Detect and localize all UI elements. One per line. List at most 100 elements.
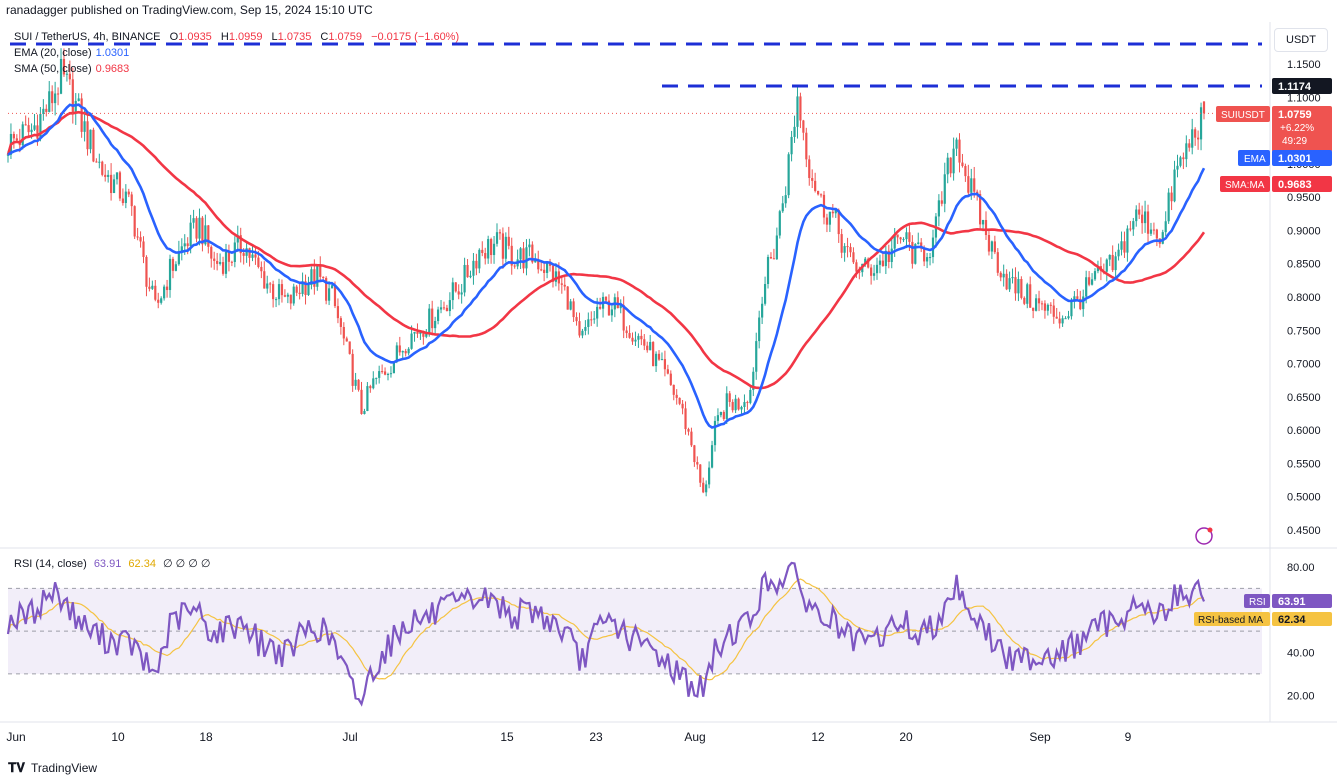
- candle-body: [1188, 143, 1191, 148]
- candle-body: [401, 350, 404, 353]
- candle-body: [881, 260, 885, 267]
- candle-body: [239, 235, 242, 254]
- candle-body: [472, 260, 475, 276]
- price-tick-label: 1.1000: [1287, 92, 1321, 104]
- candle-body: [775, 235, 778, 260]
- candle-body: [1026, 284, 1029, 304]
- candle-body: [749, 389, 752, 403]
- sma-legend[interactable]: SMA (50, close) 0.9683: [14, 63, 129, 75]
- candle-body: [899, 237, 902, 240]
- candle-body: [593, 318, 596, 320]
- candle-body: [666, 369, 669, 374]
- candle-body: [790, 136, 793, 155]
- candle-body: [551, 265, 555, 282]
- candle-body: [825, 217, 829, 225]
- candle-body: [213, 258, 216, 261]
- candle-body: [905, 232, 908, 240]
- symbol-name: SUI / TetherUS, 4h, BINANCE: [14, 31, 161, 43]
- candle-body: [1126, 228, 1129, 253]
- candle-body: [151, 285, 154, 289]
- price-tick-label: 0.6500: [1287, 392, 1321, 404]
- candle-body: [537, 260, 540, 270]
- candle-body: [487, 239, 490, 259]
- candle-body: [289, 294, 292, 304]
- candle-body: [1161, 232, 1164, 244]
- candle-body: [581, 330, 584, 336]
- candle-body: [843, 246, 846, 253]
- candle-body: [83, 121, 86, 132]
- candle-body: [1155, 229, 1158, 239]
- candle-body: [463, 264, 466, 293]
- price-tick-label: 1.1500: [1287, 59, 1321, 71]
- brand-label: TradingView: [31, 761, 98, 775]
- candle-body: [257, 257, 260, 267]
- candle-body: [708, 467, 711, 485]
- candle-body: [54, 93, 57, 104]
- candle-body: [993, 241, 996, 253]
- candle-body: [36, 125, 39, 139]
- candle-body: [681, 403, 684, 409]
- ema-price-value: 1.0301: [1278, 153, 1312, 165]
- candle-body: [1093, 271, 1097, 280]
- candle-body: [1108, 254, 1111, 260]
- currency-button[interactable]: USDT: [1274, 28, 1328, 52]
- candle-body: [634, 339, 637, 342]
- rsi-tag-label: RSI: [1249, 597, 1266, 608]
- time-tick-label: Sep: [1029, 730, 1051, 744]
- candle-body: [893, 234, 896, 249]
- candle-body: [958, 139, 961, 163]
- candle-body: [743, 402, 746, 407]
- candle-body: [637, 335, 640, 340]
- candle-body: [342, 326, 345, 339]
- candle-body: [599, 306, 602, 309]
- candle-body: [766, 256, 770, 284]
- candle-body: [675, 394, 678, 398]
- candle-body: [610, 309, 613, 316]
- candle-body: [928, 257, 932, 259]
- candle-body: [999, 272, 1002, 278]
- candle-body: [970, 178, 973, 193]
- candle-body: [245, 248, 248, 256]
- rsi-legend[interactable]: RSI (14, close) 63.91 62.34 ∅ ∅ ∅ ∅: [14, 557, 211, 570]
- candle-body: [160, 298, 163, 303]
- candle-body: [902, 239, 905, 241]
- ema-legend[interactable]: EMA (20, close) 1.0301: [14, 47, 129, 59]
- candle-body: [943, 174, 946, 204]
- level-price-label: 1.1174: [1278, 81, 1312, 93]
- candle-body: [322, 276, 325, 278]
- alert-icon: [1195, 527, 1213, 545]
- candle-body: [628, 333, 631, 338]
- candle-body: [65, 73, 69, 75]
- candle-body: [1120, 241, 1123, 250]
- symbol-legend[interactable]: SUI / TetherUS, 4h, BINANCE O1.0935 H1.0…: [14, 31, 459, 43]
- candle-body: [654, 353, 658, 367]
- rsi-name-tag: [1244, 594, 1270, 608]
- price-tick-label: 0.6000: [1287, 425, 1321, 437]
- candle-body: [404, 350, 407, 354]
- candle-body: [831, 211, 834, 214]
- candle-body: [937, 200, 940, 217]
- last-price-tag: [1272, 106, 1332, 152]
- candle-body: [755, 341, 758, 372]
- candle-body: [410, 333, 413, 349]
- candle-body: [495, 232, 499, 244]
- candle-body: [1070, 301, 1073, 317]
- candle-body: [133, 206, 136, 237]
- candle-body: [519, 248, 522, 260]
- ema-name-tag: [1238, 150, 1270, 166]
- tradingview-footer[interactable]: 𝐓𝐕 TradingView: [8, 760, 97, 776]
- rsi-value-label: 63.91: [1278, 596, 1306, 608]
- candle-body: [301, 281, 304, 294]
- candle-body: [1064, 318, 1067, 320]
- candle-body: [725, 393, 728, 419]
- time-tick-label: 18: [199, 730, 213, 744]
- candle-body: [481, 249, 484, 254]
- candle-body: [177, 251, 180, 265]
- candle-body: [507, 236, 510, 246]
- candle-body: [269, 283, 272, 285]
- time-tick-label: Jun: [6, 730, 25, 744]
- candle-body: [501, 233, 504, 259]
- candle-body: [142, 241, 145, 257]
- candle-body: [687, 429, 690, 432]
